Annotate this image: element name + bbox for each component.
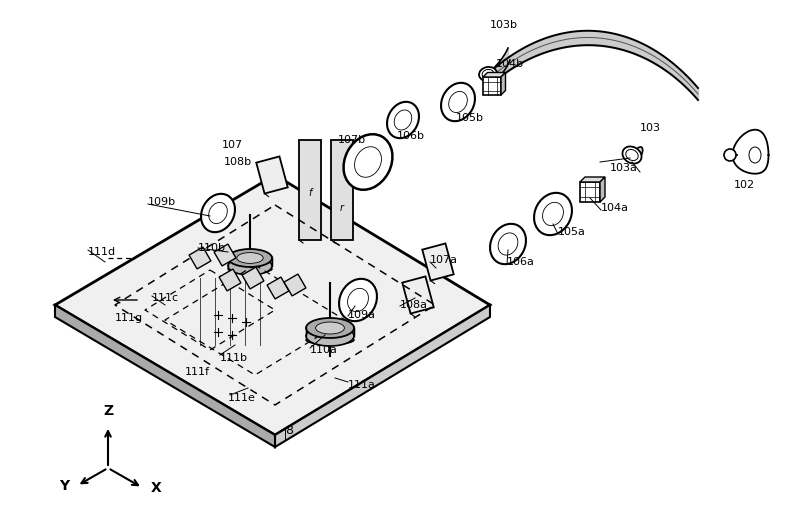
- Polygon shape: [256, 157, 288, 194]
- Polygon shape: [299, 140, 321, 240]
- Text: 105b: 105b: [456, 113, 484, 123]
- Text: Z: Z: [103, 404, 113, 418]
- Polygon shape: [600, 177, 605, 202]
- Ellipse shape: [498, 233, 518, 255]
- Ellipse shape: [479, 67, 497, 81]
- Ellipse shape: [201, 194, 235, 232]
- Ellipse shape: [490, 224, 526, 264]
- Text: 109a: 109a: [348, 310, 376, 320]
- Polygon shape: [483, 77, 501, 95]
- Text: Y: Y: [59, 479, 69, 493]
- Ellipse shape: [387, 102, 419, 138]
- Text: 111f: 111f: [185, 367, 210, 377]
- Ellipse shape: [354, 147, 382, 177]
- Polygon shape: [55, 305, 275, 447]
- Text: 111c: 111c: [152, 293, 179, 303]
- Text: 107b: 107b: [338, 135, 366, 145]
- Text: 106b: 106b: [397, 131, 425, 141]
- Ellipse shape: [622, 146, 642, 164]
- Text: 103: 103: [640, 123, 661, 133]
- Ellipse shape: [209, 202, 227, 224]
- Polygon shape: [580, 177, 605, 182]
- Polygon shape: [422, 244, 454, 281]
- Text: 110b: 110b: [198, 243, 226, 253]
- Text: 104b: 104b: [496, 59, 524, 69]
- Polygon shape: [501, 73, 506, 95]
- Ellipse shape: [534, 193, 572, 235]
- Polygon shape: [214, 244, 236, 266]
- Ellipse shape: [237, 252, 263, 263]
- Text: 109b: 109b: [148, 197, 176, 207]
- Ellipse shape: [542, 202, 563, 226]
- Text: 110a: 110a: [310, 345, 338, 355]
- Text: 111b: 111b: [220, 353, 248, 363]
- Ellipse shape: [449, 92, 467, 113]
- Text: 103b: 103b: [490, 20, 518, 30]
- Text: 111d: 111d: [88, 247, 116, 257]
- Text: 107a: 107a: [430, 255, 458, 265]
- Polygon shape: [284, 274, 306, 296]
- Ellipse shape: [315, 322, 345, 334]
- Polygon shape: [219, 269, 241, 291]
- Text: X: X: [150, 480, 161, 495]
- Ellipse shape: [631, 147, 642, 163]
- Polygon shape: [275, 305, 490, 447]
- Polygon shape: [242, 267, 264, 289]
- Text: 105a: 105a: [558, 227, 586, 237]
- Text: 102: 102: [734, 180, 755, 190]
- Ellipse shape: [306, 326, 354, 346]
- Ellipse shape: [228, 257, 272, 275]
- Text: 108b: 108b: [224, 157, 252, 167]
- Polygon shape: [189, 247, 211, 269]
- Text: 8: 8: [285, 423, 293, 437]
- Ellipse shape: [306, 318, 354, 338]
- Circle shape: [724, 149, 736, 161]
- Polygon shape: [267, 277, 289, 299]
- Text: r: r: [340, 203, 344, 213]
- Ellipse shape: [228, 249, 272, 267]
- Text: 108a: 108a: [400, 300, 428, 310]
- Ellipse shape: [394, 110, 412, 130]
- Ellipse shape: [626, 149, 638, 161]
- Text: f: f: [308, 188, 312, 198]
- Ellipse shape: [339, 279, 377, 321]
- Text: 103a: 103a: [610, 163, 638, 173]
- Ellipse shape: [347, 288, 369, 312]
- Ellipse shape: [306, 335, 354, 345]
- Text: 111e: 111e: [228, 393, 256, 403]
- Text: 111a: 111a: [348, 380, 376, 390]
- Text: 106a: 106a: [507, 257, 535, 267]
- Polygon shape: [55, 175, 490, 435]
- Polygon shape: [331, 140, 353, 240]
- Ellipse shape: [749, 147, 761, 163]
- Polygon shape: [483, 73, 506, 77]
- Polygon shape: [402, 277, 434, 314]
- Ellipse shape: [482, 70, 494, 79]
- Text: 111g: 111g: [115, 313, 143, 323]
- Ellipse shape: [343, 134, 393, 190]
- Text: 107: 107: [222, 140, 243, 150]
- Ellipse shape: [228, 265, 272, 273]
- Ellipse shape: [441, 83, 475, 121]
- Polygon shape: [580, 182, 600, 202]
- Text: 104a: 104a: [601, 203, 629, 213]
